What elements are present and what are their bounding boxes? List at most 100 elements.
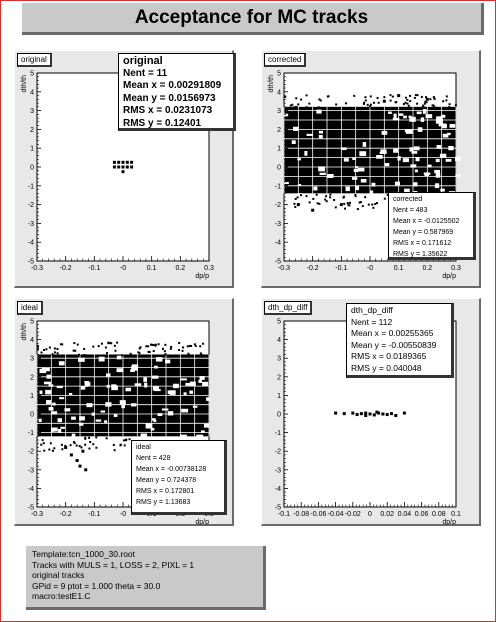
fringe-point [202, 342, 205, 345]
hole [183, 392, 187, 396]
y-tick-label: -4 [28, 486, 34, 493]
fringe-point [432, 104, 435, 107]
fringe-point [73, 342, 76, 345]
fringe-point [448, 103, 451, 106]
fringe-point [92, 345, 95, 348]
hole [422, 109, 427, 114]
fringe-point [147, 345, 150, 348]
x-tick-label: 0.1 [394, 265, 404, 272]
hole [343, 158, 349, 162]
y-tick-label: -1 [28, 183, 34, 190]
fringe-point [445, 95, 448, 98]
stats-mean-x: Mean x = -0.0125502 [393, 218, 460, 225]
fringe-point [424, 100, 427, 103]
fringe-point [334, 206, 337, 209]
x-tick-label: 0.1 [451, 511, 461, 518]
hole [167, 411, 174, 416]
hole [116, 368, 124, 373]
fringe-point [51, 353, 54, 356]
info-box: Template:tcn_1000_30.root Tracks with MU… [26, 546, 266, 610]
fringe-point [199, 345, 202, 348]
hole [165, 359, 171, 364]
x-tick-label: 0.3 [451, 265, 461, 272]
hole [84, 381, 89, 387]
hole [98, 356, 105, 362]
y-tick-label: -2 [275, 202, 281, 209]
fringe-point [305, 195, 308, 198]
data-point [81, 449, 85, 453]
fringe-point [48, 346, 51, 349]
hole [43, 381, 51, 385]
info-track-type: original tracks [32, 570, 85, 580]
data-point [121, 165, 125, 169]
hole [143, 377, 147, 382]
y-tick-label: -2 [275, 449, 281, 456]
fringe-point [164, 343, 167, 346]
y-tick-label: 1 [30, 146, 34, 153]
stats-title: corrected [393, 196, 423, 203]
hole [355, 185, 360, 191]
stats-box: ideal Nent = 428 Mean x = -0.00738128 Me… [131, 440, 227, 515]
hole [60, 426, 65, 429]
fringe-point [364, 196, 367, 199]
hole [369, 190, 374, 196]
fringe-point [123, 444, 126, 447]
fringe-point [433, 106, 436, 109]
x-tick-label: -0.3 [278, 265, 290, 272]
hole [357, 167, 365, 172]
hole [293, 126, 299, 131]
fringe-point [200, 353, 203, 356]
fringe-point [80, 446, 83, 449]
hole [454, 156, 461, 162]
x-tick-label: -0 [367, 265, 373, 272]
hole [51, 411, 58, 415]
hole [415, 157, 420, 162]
fringe-point [406, 102, 409, 105]
data-point [394, 413, 398, 417]
fringe-point [138, 347, 141, 350]
hole [318, 134, 323, 139]
fringe-point [362, 102, 365, 105]
fringe-point [375, 202, 378, 205]
pad-original: -5 -4 -3 -2 -1 0 1 2 3 4 5 -0.3 -0.2 -0.1 -0 0.1 0.2 0.3 d… [14, 50, 236, 288]
hole [113, 413, 118, 417]
info-macro: macro:testE1.C [32, 591, 91, 601]
fringe-point [154, 344, 157, 347]
hole [196, 434, 203, 438]
fringe-point [308, 201, 311, 204]
x-tick-label: -0.1 [88, 265, 100, 272]
stats-rms-x: RMS x = 0.171612 [393, 240, 452, 247]
stats-rms-y: RMS y = 0.040048 [351, 362, 422, 373]
info-tracks: Tracks with MULS = 1, LOSS = 2, PIXL = 1 [32, 559, 195, 570]
fringe-point [325, 200, 328, 203]
y-tick-label: 5 [277, 319, 281, 326]
fringe-point [72, 349, 75, 352]
fringe-point [45, 348, 48, 351]
hole [413, 182, 418, 187]
hole [445, 159, 452, 162]
data-point [130, 160, 134, 164]
hole [455, 174, 461, 177]
data-point [402, 411, 406, 415]
data-point [397, 94, 401, 98]
fringe-point [40, 443, 43, 446]
hole [57, 418, 63, 423]
hole [446, 132, 451, 136]
y-tick-label: -4 [28, 240, 34, 247]
fringe-point [402, 103, 405, 106]
fringe-point [369, 95, 372, 98]
fringe-point [344, 207, 347, 210]
fringe-point [295, 97, 298, 100]
fringe-point [312, 197, 315, 200]
fringe-point [448, 106, 451, 109]
fringe-point [181, 349, 184, 352]
pad-label: original [17, 53, 52, 67]
fringe-point [147, 350, 150, 353]
fringe-point [404, 96, 407, 99]
hole [384, 163, 390, 167]
fringe-point [188, 344, 191, 347]
hole [78, 357, 85, 362]
stats-mean-y: Mean y = 0.724378 [136, 477, 197, 484]
y-tick-label: 5 [277, 71, 281, 78]
fringe-point [92, 443, 95, 446]
